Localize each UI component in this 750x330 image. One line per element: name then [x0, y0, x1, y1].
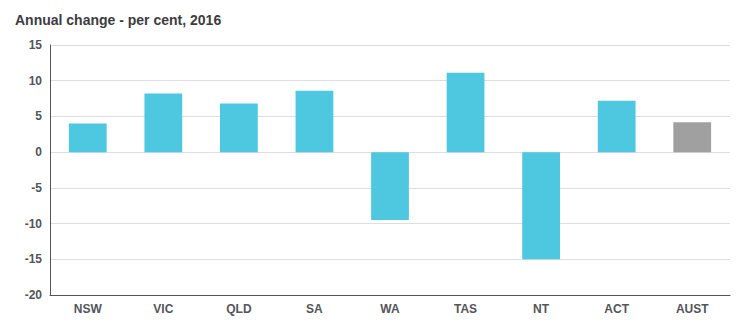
svg-text:-5: -5: [31, 181, 42, 195]
svg-text:TAS: TAS: [454, 302, 477, 316]
svg-text:AUST: AUST: [676, 302, 709, 316]
svg-text:0: 0: [35, 145, 42, 159]
svg-text:NT: NT: [533, 302, 550, 316]
svg-text:5: 5: [35, 109, 42, 123]
svg-text:SA: SA: [306, 302, 323, 316]
svg-text:WA: WA: [380, 302, 400, 316]
svg-text:-20: -20: [25, 288, 43, 302]
svg-text:VIC: VIC: [153, 302, 173, 316]
svg-text:15: 15: [29, 38, 43, 52]
svg-text:QLD: QLD: [226, 302, 252, 316]
svg-text:ACT: ACT: [604, 302, 629, 316]
svg-text:-15: -15: [25, 252, 43, 266]
svg-text:10: 10: [29, 74, 43, 88]
svg-text:-10: -10: [25, 217, 43, 231]
svg-text:NSW: NSW: [74, 302, 103, 316]
svg-text:Annual change - per cent, 2016: Annual change - per cent, 2016: [15, 12, 221, 28]
